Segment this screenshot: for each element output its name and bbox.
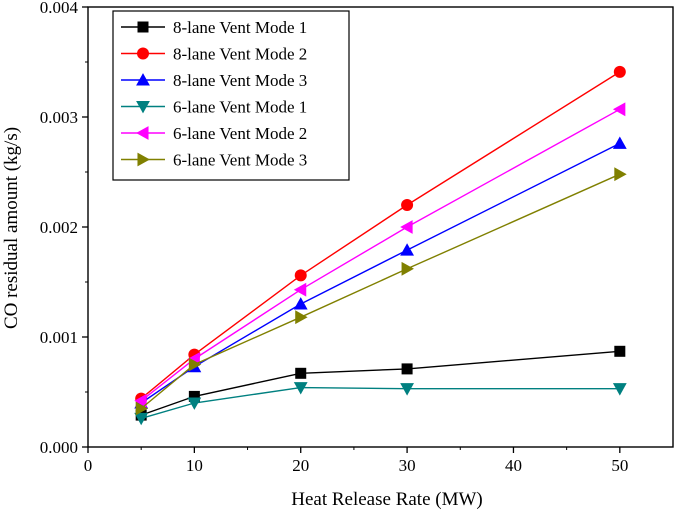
y-tick-label: 0.003 xyxy=(40,108,78,127)
x-tick-label: 20 xyxy=(292,456,309,475)
data-point xyxy=(135,401,149,416)
data-point xyxy=(612,383,627,396)
legend-entry: 6-lane Vent Mode 3 xyxy=(121,151,307,170)
legend-label: 6-lane Vent Mode 1 xyxy=(173,98,307,117)
x-tick-label: 50 xyxy=(611,456,628,475)
legend-entry: 8-lane Vent Mode 1 xyxy=(121,18,307,37)
data-point xyxy=(613,65,626,78)
y-tick-label: 0.004 xyxy=(40,0,79,17)
data-point xyxy=(400,243,414,256)
data-point xyxy=(400,220,413,234)
legend-label: 6-lane Vent Mode 3 xyxy=(173,151,307,170)
data-point xyxy=(293,282,307,297)
y-axis-title: CO residual amount (kg/s) xyxy=(1,127,22,329)
data-point xyxy=(293,297,308,310)
legend-marker xyxy=(137,21,149,33)
legend-box xyxy=(112,10,350,181)
data-point xyxy=(612,136,627,149)
axis-ticks: 0 10 20 30 40 50 0.000 0.001 0.002 0.003 0.004 xyxy=(40,0,629,475)
legend-marker xyxy=(137,152,150,167)
data-point xyxy=(188,357,202,372)
x-tick-label: 40 xyxy=(505,456,522,475)
y-tick-label: 0.001 xyxy=(40,328,78,347)
legend-label: 8-lane Vent Mode 2 xyxy=(173,45,307,64)
data-point xyxy=(134,412,149,426)
legend-marker xyxy=(136,100,150,114)
data-point xyxy=(401,261,414,276)
axis-frame xyxy=(87,6,674,448)
legend: 8-lane Vent Mode 1 8-lane Vent Mode 2 8-la… xyxy=(112,10,350,181)
x-axis-title: Heat Release Rate (MW) xyxy=(291,489,483,510)
legend-marker xyxy=(136,73,150,86)
series-layer xyxy=(134,65,627,426)
data-point xyxy=(294,269,307,282)
data-point xyxy=(295,367,307,379)
x-tick-label: 30 xyxy=(399,456,416,475)
series-6 xyxy=(135,167,627,416)
data-point xyxy=(401,199,414,211)
x-tick-label: 10 xyxy=(186,456,203,475)
data-point xyxy=(614,345,626,357)
x-tick-label: 0 xyxy=(84,456,93,475)
legend-label: 6-lane Vent Mode 2 xyxy=(173,124,307,143)
data-point xyxy=(295,310,308,325)
legend-entry: 8-lane Vent Mode 3 xyxy=(121,71,307,90)
data-point xyxy=(612,102,626,117)
y-tick-label: 0.000 xyxy=(40,438,78,457)
legend-label: 8-lane Vent Mode 1 xyxy=(173,18,307,37)
data-point xyxy=(187,397,202,410)
legend-marker xyxy=(137,47,149,60)
axis-box xyxy=(87,6,674,448)
legend-label: 8-lane Vent Mode 3 xyxy=(173,71,307,90)
series-4 xyxy=(134,382,627,426)
data-point xyxy=(134,393,147,408)
data-point xyxy=(188,390,200,402)
y-tick-label: 0.002 xyxy=(40,218,78,237)
legend-entry: 8-lane Vent Mode 2 xyxy=(121,45,307,64)
data-point xyxy=(400,383,414,396)
data-point xyxy=(401,363,413,375)
legend-entry: 6-lane Vent Mode 1 xyxy=(121,98,307,117)
legend-marker xyxy=(136,126,149,140)
data-point xyxy=(293,382,308,395)
data-point xyxy=(614,167,627,182)
legend-entry: 6-lane Vent Mode 2 xyxy=(121,124,307,143)
series-5 xyxy=(134,102,626,408)
